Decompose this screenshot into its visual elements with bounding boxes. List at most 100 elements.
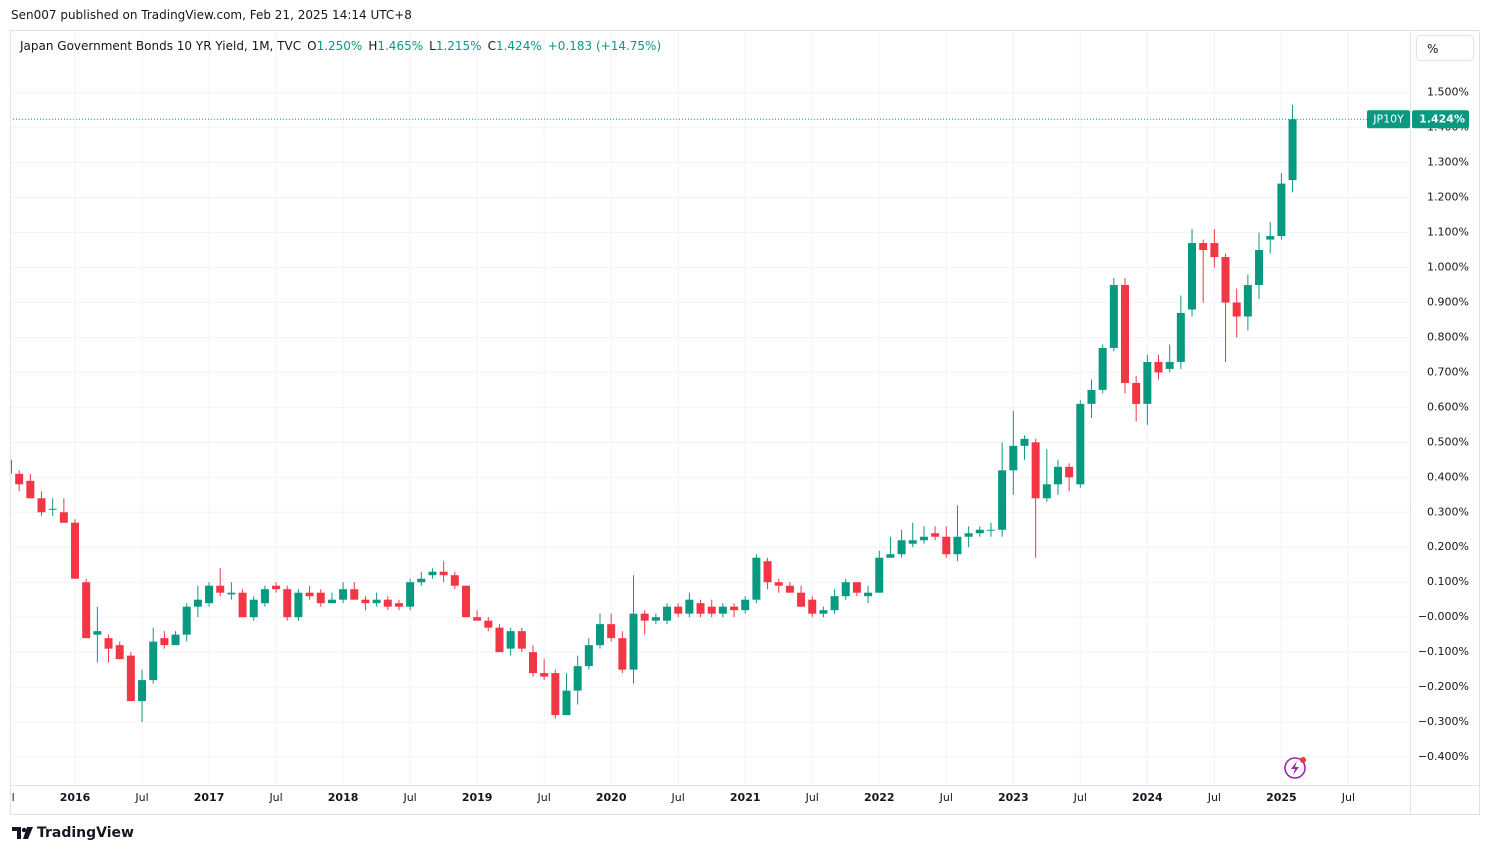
candle-body	[205, 585, 214, 604]
candle-body	[517, 631, 526, 649]
candle-body	[819, 610, 828, 614]
candle-body	[495, 627, 504, 653]
candle-body	[931, 533, 940, 537]
y-tick-label: 0.900%	[1427, 295, 1469, 308]
candle-body	[1165, 361, 1174, 369]
candle-body	[763, 561, 772, 583]
candle-body	[1121, 285, 1129, 383]
candle-body	[1009, 445, 1018, 471]
y-tick-label: −0.100%	[1418, 645, 1469, 658]
candle-body	[1020, 438, 1029, 446]
candle-body	[986, 529, 995, 531]
candle-body	[1031, 442, 1040, 499]
candle-body	[1053, 466, 1062, 485]
x-tick-label: Jul	[1073, 791, 1087, 804]
x-tick-label: 2025	[1266, 791, 1297, 804]
y-tick-label: 0.300%	[1427, 505, 1469, 518]
x-tick-label: 2020	[596, 791, 627, 804]
legend-value: 1.215%	[435, 39, 482, 53]
candle-body	[350, 589, 359, 600]
y-tick-label: 1.200%	[1427, 191, 1469, 204]
candle-body	[584, 645, 593, 667]
candle-body	[361, 599, 370, 604]
candle-body	[238, 592, 247, 618]
candle-body	[272, 585, 281, 590]
legend-key: O	[307, 39, 317, 53]
candle-body	[484, 620, 493, 628]
legend-value: 1.250%	[316, 39, 363, 53]
candle-body	[71, 522, 80, 579]
candle-body	[964, 533, 973, 537]
x-tick-label: 2019	[462, 791, 493, 804]
candle-body	[283, 589, 292, 618]
candle-body	[417, 578, 426, 583]
x-tick-label: 2022	[864, 791, 895, 804]
x-tick-label: 2017	[194, 791, 225, 804]
legend-key: H	[368, 39, 378, 53]
brand-text: TradingView	[37, 825, 134, 841]
unit-button[interactable]: %	[1416, 35, 1474, 61]
x-tick-label: 2024	[1132, 791, 1163, 804]
candle-body	[562, 690, 571, 716]
candle-body	[685, 599, 694, 614]
candle-body	[1199, 243, 1208, 251]
candle-body	[741, 599, 750, 611]
candle-body	[897, 540, 906, 555]
candle-body	[663, 606, 672, 621]
y-tick-label: 1.100%	[1427, 226, 1469, 239]
x-tick-label: 2021	[730, 791, 761, 804]
candle-body	[93, 631, 102, 635]
candle-body	[59, 512, 68, 523]
candle-body	[104, 638, 113, 649]
y-tick-label: 1.500%	[1427, 86, 1469, 99]
y-tick-label: 0.600%	[1427, 400, 1469, 413]
candle-body	[640, 613, 649, 621]
y-tick-label: 0.800%	[1427, 330, 1469, 343]
lightning-icon	[1284, 757, 1306, 779]
candle-body	[886, 554, 895, 558]
x-tick-label: Jul	[671, 791, 685, 804]
time-axis: Jul 2016 Jul 2017 Jul 2018 Jul 2019 Jul 2020 Jul 20…	[11, 791, 1355, 804]
legend-value: 1.424%	[495, 39, 542, 53]
candle-body	[48, 508, 57, 510]
legend-value: 1.465%	[377, 39, 424, 53]
candle-body	[1277, 183, 1286, 237]
candle-body	[37, 498, 46, 513]
candle-body	[1266, 236, 1275, 240]
candle-body	[305, 592, 314, 597]
candle-body	[752, 557, 761, 600]
symbol-tag	[1367, 110, 1410, 129]
candle-body	[1065, 466, 1074, 478]
x-tick-label: 2023	[998, 791, 1029, 804]
candle-body	[383, 599, 392, 607]
last-price-tag	[1412, 110, 1469, 129]
candle-body	[707, 606, 716, 614]
candle-body	[26, 480, 35, 499]
candle-body	[506, 631, 515, 649]
y-tick-label: 1.000%	[1427, 261, 1469, 274]
candle-body	[193, 599, 202, 607]
x-tick-label: 2016	[60, 791, 91, 804]
candle-body	[439, 571, 448, 576]
candle-body	[953, 536, 962, 555]
candle-body	[1255, 250, 1264, 285]
y-tick-label: −0.400%	[1418, 750, 1469, 763]
candle-body	[372, 599, 381, 604]
publisher-line: Sen007 published on TradingView.com, Feb…	[11, 8, 412, 22]
candle-body	[15, 473, 24, 485]
candle-body	[797, 592, 806, 607]
candle-body	[528, 652, 537, 674]
candle-body	[82, 582, 91, 639]
y-tick-label: 0.500%	[1427, 435, 1469, 448]
candle-body	[808, 599, 817, 614]
candle-body	[11, 459, 12, 474]
symbol-tag-text: JP10Y	[1372, 112, 1404, 125]
y-tick-label: 0.700%	[1427, 365, 1469, 378]
legend-key: C	[487, 39, 496, 53]
candle-body	[1109, 285, 1118, 348]
candle-body	[149, 641, 158, 681]
x-tick-label: Jul	[805, 791, 819, 804]
candle-body	[830, 596, 839, 611]
